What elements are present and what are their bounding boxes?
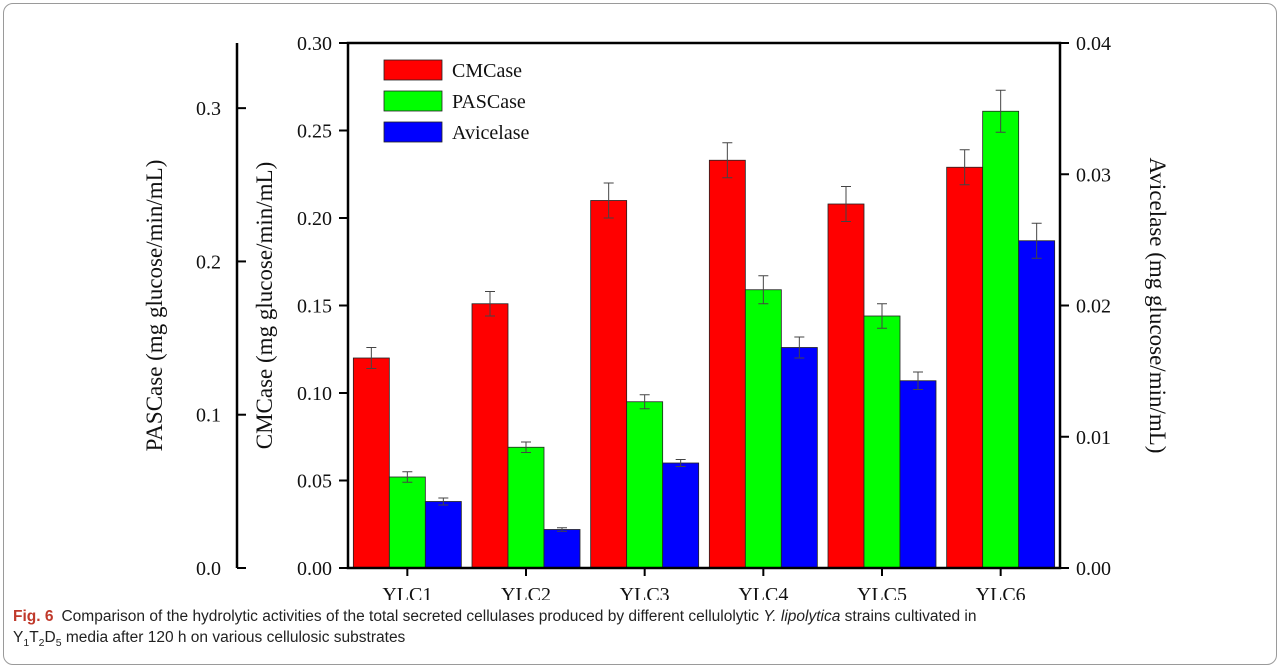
error-bar-avicelase-ylc5 bbox=[913, 371, 923, 390]
legend-label-pascase: PASCase bbox=[452, 91, 526, 113]
bar-cmcase-ylc2 bbox=[471, 303, 509, 569]
bar-cmcase-ylc5 bbox=[827, 203, 865, 569]
media-t: T bbox=[29, 629, 39, 646]
error-bar-avicelase-ylc3 bbox=[675, 459, 686, 467]
avicelase-tick-label-1: 0.01 bbox=[1076, 427, 1111, 449]
media-y-sub: 1 bbox=[23, 637, 30, 650]
error-bar-cmcase-ylc1 bbox=[366, 347, 377, 369]
error-bar-pascase-ylc6 bbox=[995, 89, 1006, 133]
error-bar-avicelase-ylc2 bbox=[557, 527, 567, 532]
bar-chart: YLC1 YLC2 YLC3 YLC4 YLC5 YLC6 0.00 0.05 0.10 0.15… bbox=[142, 33, 1170, 600]
bar-avicelase-ylc1 bbox=[424, 501, 462, 569]
media-y: Y bbox=[13, 629, 24, 646]
error-bar-avicelase-ylc1 bbox=[438, 497, 449, 506]
x-tick-label-ylc6: YLC6 bbox=[976, 584, 1026, 600]
cmcase-tick-label-3: 0.15 bbox=[297, 296, 332, 318]
error-bar-cmcase-ylc5 bbox=[841, 186, 851, 222]
bar-pascase-ylc5 bbox=[863, 315, 901, 569]
legend-swatch-pascase bbox=[383, 90, 443, 112]
bar-pascase-ylc2 bbox=[507, 446, 545, 569]
avicelase-axis-title: Avicelase (mg glucose/min/mL) bbox=[1145, 158, 1170, 454]
media-t-sub: 2 bbox=[38, 637, 45, 650]
cmcase-tick-label-1: 0.05 bbox=[297, 471, 332, 493]
error-bar-cmcase-ylc2 bbox=[485, 291, 495, 317]
legend-swatch-cmcase bbox=[383, 59, 443, 81]
error-bar-pascase-ylc5 bbox=[877, 303, 887, 329]
error-bars-group bbox=[366, 89, 1042, 532]
avicelase-tick-label-2: 0.02 bbox=[1076, 296, 1111, 318]
error-bar-pascase-ylc3 bbox=[639, 394, 650, 410]
bar-pascase-ylc4 bbox=[744, 289, 782, 569]
error-bar-cmcase-ylc4 bbox=[722, 142, 733, 179]
avicelase-tick-label-0: 0.00 bbox=[1076, 558, 1111, 580]
bar-avicelase-ylc2 bbox=[543, 529, 581, 569]
bar-pascase-ylc3 bbox=[626, 401, 664, 569]
avicelase-tick-label-3: 0.03 bbox=[1076, 164, 1111, 186]
cmcase-tick-label-6: 0.30 bbox=[297, 33, 332, 55]
x-tick-label-ylc2: YLC2 bbox=[501, 584, 551, 600]
error-bar-pascase-ylc1 bbox=[402, 471, 413, 483]
bar-avicelase-ylc5 bbox=[899, 380, 937, 569]
pascase-tick-label-2: 0.2 bbox=[196, 251, 221, 273]
caption-media: Y1T2D5 bbox=[13, 629, 62, 650]
media-d: D bbox=[44, 629, 56, 646]
cmcase-tick-label-2: 0.10 bbox=[297, 383, 332, 405]
bar-cmcase-ylc1 bbox=[352, 357, 390, 569]
pascase-tick-label-0: 0.0 bbox=[196, 558, 221, 580]
caption-label: Fig. 6 bbox=[13, 608, 54, 625]
legend: CMCase PASCase Avicelase bbox=[383, 59, 529, 144]
media-d-sub: 5 bbox=[55, 637, 62, 650]
error-bar-avicelase-ylc6 bbox=[1031, 222, 1042, 259]
pascase-tick-label-3: 0.3 bbox=[196, 98, 221, 120]
caption-text-1: Comparison of the hydrolytic activities … bbox=[61, 608, 764, 625]
bar-avicelase-ylc4 bbox=[780, 347, 818, 569]
error-bar-avicelase-ylc4 bbox=[794, 336, 805, 359]
legend-label-avicelase: Avicelase bbox=[452, 122, 529, 144]
caption-species: Y. lipolytica bbox=[763, 608, 841, 625]
cmcase-tick-label-0: 0.00 bbox=[297, 558, 332, 580]
legend-swatch-avicelase bbox=[383, 121, 443, 143]
bar-avicelase-ylc6 bbox=[1018, 240, 1056, 569]
x-tick-label-ylc3: YLC3 bbox=[620, 584, 670, 600]
error-bar-pascase-ylc4 bbox=[758, 275, 769, 305]
bar-cmcase-ylc4 bbox=[708, 159, 746, 569]
bar-pascase-ylc1 bbox=[388, 476, 426, 569]
cmcase-axis-title: CMCase (mg glucose/min/mL) bbox=[252, 162, 277, 449]
pascase-tick-label-1: 0.1 bbox=[196, 405, 221, 427]
cmcase-tick-label-4: 0.20 bbox=[297, 208, 332, 230]
axes-group: YLC1 YLC2 YLC3 YLC4 YLC5 YLC6 0.00 0.05 0.10 0.15… bbox=[142, 33, 1170, 600]
pascase-axis-title: PASCase (mg glucose/min/mL) bbox=[142, 160, 167, 452]
x-tick-label-ylc5: YLC5 bbox=[857, 584, 907, 600]
error-bar-cmcase-ylc3 bbox=[603, 182, 614, 219]
legend-label-cmcase: CMCase bbox=[452, 60, 522, 82]
x-tick-label-ylc4: YLC4 bbox=[738, 584, 788, 600]
figure-caption: Fig. 6 Comparison of the hydrolytic activ… bbox=[13, 606, 1263, 648]
error-bar-cmcase-ylc6 bbox=[959, 149, 970, 186]
figure-frame bbox=[3, 3, 1277, 665]
error-bar-pascase-ylc2 bbox=[521, 441, 531, 453]
x-tick-label-ylc1: YLC1 bbox=[382, 584, 432, 600]
bars-group bbox=[352, 110, 1056, 569]
bar-pascase-ylc6 bbox=[982, 110, 1020, 569]
avicelase-tick-label-4: 0.04 bbox=[1076, 33, 1111, 55]
bar-cmcase-ylc3 bbox=[590, 200, 628, 569]
cmcase-tick-label-5: 0.25 bbox=[297, 121, 332, 143]
caption-text-2: strains cultivated in bbox=[840, 608, 977, 625]
bar-cmcase-ylc6 bbox=[946, 166, 984, 569]
caption-text-3: media after 120 h on various cellulosic … bbox=[61, 629, 406, 646]
bar-avicelase-ylc3 bbox=[662, 462, 700, 569]
